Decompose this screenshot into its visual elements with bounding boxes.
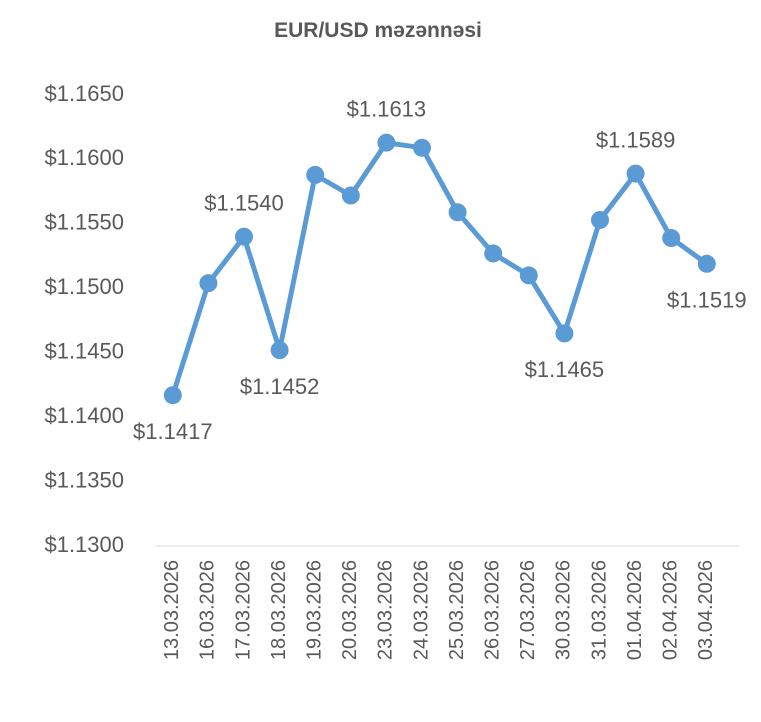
x-tick-label: 19.03.2026 (303, 560, 325, 660)
x-tick-label: 30.03.2026 (553, 560, 575, 660)
y-tick-label: $1.1450 (44, 339, 124, 364)
x-tick-label: 13.03.2026 (161, 560, 183, 660)
marker (591, 210, 609, 229)
y-tick-label: $1.1400 (44, 403, 124, 428)
line (170, 140, 709, 396)
y-tick-label: $1.1500 (44, 274, 124, 299)
y-tick-label: $1.1300 (44, 532, 124, 557)
marker (519, 266, 538, 285)
x-tick-label: 17.03.2026 (232, 560, 254, 660)
marker (341, 186, 360, 205)
x-tick-label: 24.03.2026 (410, 560, 432, 660)
marker (377, 133, 396, 152)
data-label: $1.1589 (596, 127, 676, 152)
marker (163, 386, 182, 405)
x-tick-label: 26.03.2026 (481, 560, 503, 660)
y-tick-label: $1.1600 (44, 145, 124, 170)
x-tick-label: 27.03.2026 (517, 560, 539, 660)
data-label: $1.1452 (240, 374, 320, 399)
x-tick-label: 31.03.2026 (588, 560, 610, 660)
data-label: $1.1465 (525, 357, 605, 382)
x-tick-label: 02.04.2026 (659, 560, 681, 660)
marker (662, 229, 681, 248)
marker (199, 274, 218, 293)
x-tick-label: 18.03.2026 (268, 560, 290, 660)
x-tick-label: 20.03.2026 (339, 560, 361, 660)
chart-title: EUR/USD məzənnəsi (274, 19, 482, 42)
marker (448, 203, 467, 222)
marker (235, 227, 253, 246)
marker (306, 165, 325, 184)
x-tick-label: 25.03.2026 (446, 560, 468, 660)
x-tick-label: 16.03.2026 (197, 560, 219, 660)
marker (626, 164, 645, 183)
y-tick-label: $1.1650 (44, 81, 124, 106)
x-tick-label: 23.03.2026 (375, 560, 397, 660)
marker (555, 324, 574, 343)
x-tick-label: 03.04.2026 (695, 560, 717, 660)
data-label: $1.1613 (347, 96, 427, 121)
x-tick-label: 01.04.2026 (624, 560, 646, 660)
marker (413, 138, 431, 157)
marker (697, 254, 716, 273)
data-label: $1.1417 (133, 419, 213, 444)
data-label: $1.1540 (204, 191, 284, 216)
marker (270, 341, 289, 360)
marker (484, 244, 503, 263)
data-label: $1.1519 (667, 288, 747, 313)
y-tick-label: $1.1550 (44, 210, 124, 235)
y-tick-label: $1.1350 (44, 467, 124, 492)
